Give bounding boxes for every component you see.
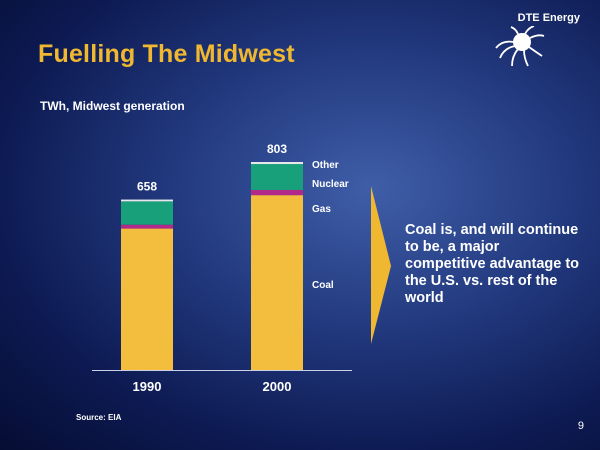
segment-label-other: Other (312, 160, 339, 171)
callout-text: Coal is, and will continue to be, a majo… (405, 222, 580, 306)
total-label-2000: 803 (267, 142, 287, 156)
x-tick-label-1990: 1990 (133, 379, 162, 394)
bar-nuclear-2000 (251, 164, 303, 190)
segment-label-gas: Gas (312, 204, 331, 215)
total-label-1990: 658 (137, 180, 157, 194)
segment-label-coal: Coal (312, 280, 334, 291)
bar-other-2000 (251, 161, 303, 165)
brand-name: DTE Energy (517, 12, 580, 24)
bar-gas-1990 (121, 224, 173, 229)
bar-coal-1990 (121, 228, 173, 370)
page-number: 9 (577, 420, 584, 432)
bar-nuclear-1990 (121, 201, 173, 225)
page-title: Fuelling The Midwest (38, 40, 295, 68)
dte-logo-icon (495, 26, 545, 67)
x-tick-label-2000: 2000 (263, 379, 292, 394)
bar-gas-2000 (251, 189, 303, 196)
bar-coal-2000 (251, 195, 303, 370)
segment-label-nuclear: Nuclear (312, 179, 349, 190)
bar-other-1990 (121, 199, 173, 202)
chart-subtitle: TWh, Midwest generation (40, 99, 185, 113)
source-note: Source: EIA (76, 413, 122, 422)
